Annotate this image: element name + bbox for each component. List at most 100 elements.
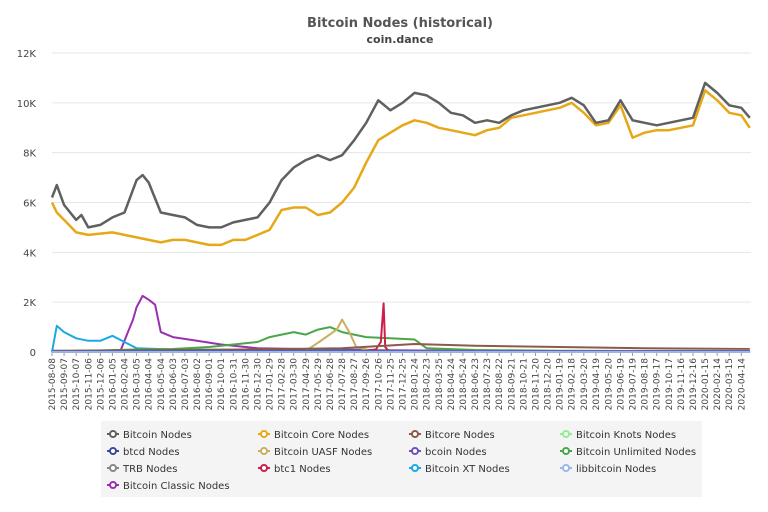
legend-item[interactable]: Bitcoin Nodes xyxy=(107,430,192,441)
x-tick-label: 2017-03-30 xyxy=(290,358,300,411)
legend-marker xyxy=(260,430,268,438)
x-tick-label: 2016-12-30 xyxy=(253,358,263,411)
x-tick-label: 2019-04-19 xyxy=(592,358,602,411)
x-tick-label: 2018-10-21 xyxy=(519,358,529,410)
legend-label: btc1 Nodes xyxy=(274,464,331,475)
legend-label: libbitcoin Nodes xyxy=(576,464,656,475)
legend-marker xyxy=(411,464,419,472)
x-tick-label: 2018-11-20 xyxy=(531,358,541,411)
x-tick-label: 2018-07-23 xyxy=(483,358,493,410)
legend-item[interactable]: Bitcoin Knots Nodes xyxy=(560,430,676,441)
legend-label: Bitcoin Core Nodes xyxy=(274,430,369,441)
legend-item[interactable]: Bitcore Nodes xyxy=(409,430,495,441)
x-tick-label: 2017-04-29 xyxy=(302,358,312,411)
series-line-bitcoin-classic-nodes xyxy=(51,294,750,353)
x-tick-label: 2020-01-15 xyxy=(701,358,711,410)
y-tick-label: 0 xyxy=(30,348,36,359)
legend-item[interactable]: Bitcoin Classic Nodes xyxy=(107,481,230,492)
x-tick-label: 2015-11-06 xyxy=(84,358,94,411)
x-tick-label: 2017-08-27 xyxy=(350,358,360,410)
x-tick-label: 2015-10-07 xyxy=(72,358,82,410)
chart-title: Bitcoin Nodes (historical) xyxy=(307,16,493,31)
legend-item[interactable]: Bitcoin XT Nodes xyxy=(409,464,510,475)
legend-marker xyxy=(109,464,117,472)
x-tick-label: 2017-02-28 xyxy=(278,358,288,411)
x-tick-label: 2018-04-24 xyxy=(447,358,457,411)
legend-label: TRB Nodes xyxy=(122,464,177,475)
legend-label: Bitcoin Classic Nodes xyxy=(123,481,230,492)
x-tick-label: 2020-04-14 xyxy=(737,358,747,411)
legend-item[interactable]: libbitcoin Nodes xyxy=(560,464,656,475)
legend-item[interactable]: Bitcoin Unlimited Nodes xyxy=(560,447,696,458)
x-tick-label: 2018-09-21 xyxy=(507,358,517,410)
legend-item[interactable]: btcd Nodes xyxy=(107,447,180,458)
x-tick-label: 2020-02-14 xyxy=(713,358,723,411)
y-tick-label: 10K xyxy=(17,99,37,110)
x-tick-label: 2016-01-05 xyxy=(108,358,118,410)
legend-marker xyxy=(260,447,268,455)
legend-label: Bitcore Nodes xyxy=(425,430,495,441)
series-line-bitcoin-core-nodes xyxy=(50,89,751,247)
x-axis: 2015-08-08 2015-09-07 2015-10-07 2015-11-06… xyxy=(48,352,747,410)
legend-label: bcoin Nodes xyxy=(425,447,487,458)
x-tick-label: 2015-08-08 xyxy=(48,358,58,411)
legend-item[interactable]: Bitcoin UASF Nodes xyxy=(258,447,372,458)
x-tick-label: 2018-06-23 xyxy=(471,358,481,410)
x-tick-label: 2020-03-15 xyxy=(725,358,735,410)
x-tick-label: 2017-05-29 xyxy=(314,358,324,411)
y-tick-label: 8K xyxy=(23,149,36,160)
x-tick-label: 2018-02-23 xyxy=(423,358,433,410)
legend-item[interactable]: btc1 Nodes xyxy=(258,464,331,475)
x-tick-label: 2016-11-30 xyxy=(241,358,251,411)
legend-marker xyxy=(562,430,570,438)
x-tick-label: 2015-09-07 xyxy=(60,358,70,410)
y-axis: 0 2K 4K 6K 8K 10K 12K xyxy=(17,49,37,359)
x-tick-label: 2019-01-19 xyxy=(556,358,566,411)
x-tick-label: 2018-08-22 xyxy=(495,358,505,410)
x-tick-label: 2017-06-28 xyxy=(326,358,336,411)
x-tick-label: 2019-08-18 xyxy=(641,358,651,411)
plot-area xyxy=(50,81,751,353)
y-tick-label: 6K xyxy=(23,199,36,210)
legend-marker xyxy=(109,430,117,438)
x-tick-label: 2019-02-18 xyxy=(568,358,578,411)
x-tick-label: 2018-12-20 xyxy=(544,358,554,411)
x-tick-label: 2016-07-03 xyxy=(181,358,191,410)
legend-item[interactable]: TRB Nodes xyxy=(107,464,177,475)
series-line-bitcore-nodes xyxy=(51,343,750,352)
legend-label: Bitcoin XT Nodes xyxy=(425,464,510,475)
x-tick-label: 2015-12-06 xyxy=(96,358,106,411)
series-line-bitcoin-unlimited-nodes xyxy=(51,326,750,353)
x-tick-label: 2019-09-17 xyxy=(653,358,663,410)
legend-marker xyxy=(411,447,419,455)
legend-item[interactable]: bcoin Nodes xyxy=(409,447,487,458)
chart-subtitle: coin.dance xyxy=(367,33,434,46)
x-tick-label: 2017-01-29 xyxy=(266,358,276,411)
legend-label: btcd Nodes xyxy=(123,447,180,458)
x-tick-label: 2016-10-01 xyxy=(217,358,227,410)
y-tick-label: 12K xyxy=(17,49,37,60)
x-tick-label: 2019-12-16 xyxy=(689,358,699,411)
x-tick-label: 2017-12-25 xyxy=(399,358,409,410)
x-tick-label: 2016-05-04 xyxy=(157,358,167,411)
x-tick-label: 2019-06-19 xyxy=(616,358,626,411)
x-tick-label: 2016-02-04 xyxy=(121,358,131,411)
legend-label: Bitcoin Unlimited Nodes xyxy=(576,447,696,458)
x-tick-label: 2016-08-02 xyxy=(193,358,203,410)
y-tick-label: 4K xyxy=(23,248,36,259)
y-tick-label: 2K xyxy=(23,298,36,309)
series-line-bitcoin-nodes xyxy=(50,81,751,229)
legend-marker xyxy=(260,464,268,472)
x-tick-label: 2016-03-05 xyxy=(133,358,143,410)
x-tick-label: 2018-01-24 xyxy=(411,358,421,411)
legend-label: Bitcoin UASF Nodes xyxy=(274,447,372,458)
x-tick-label: 2019-05-20 xyxy=(604,358,614,411)
legend: Bitcoin Nodes Bitcoin Core Nodes Bitcore N… xyxy=(107,430,696,492)
x-tick-label: 2019-03-20 xyxy=(580,358,590,411)
x-tick-label: 2017-07-28 xyxy=(338,358,348,411)
x-tick-label: 2018-03-25 xyxy=(435,358,445,410)
x-tick-label: 2016-04-04 xyxy=(145,358,155,411)
legend-item[interactable]: Bitcoin Core Nodes xyxy=(258,430,369,441)
x-tick-label: 2019-07-19 xyxy=(629,358,639,411)
